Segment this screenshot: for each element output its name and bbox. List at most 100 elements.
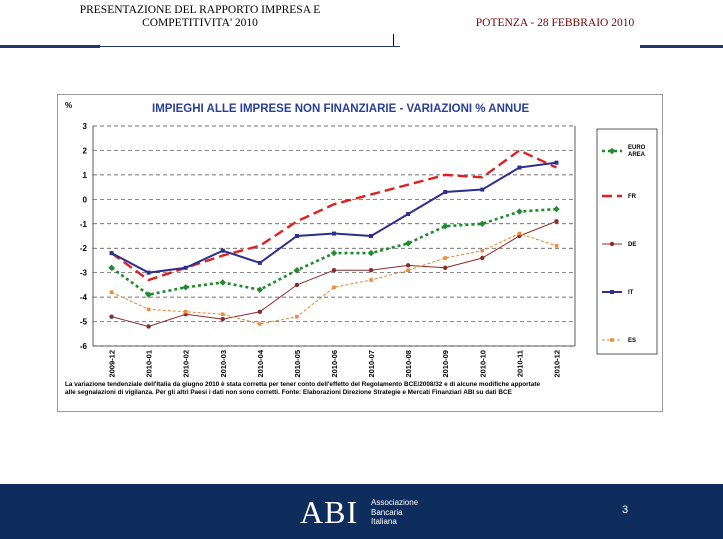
data-point: [553, 205, 560, 213]
x-tick-label: 2010-01: [145, 350, 154, 378]
data-point: [554, 219, 559, 224]
abi-org-line1: Associazione: [371, 498, 419, 507]
data-point: [220, 316, 225, 322]
y-tick-label: 3: [83, 122, 88, 131]
legend-label: EURO AREA: [628, 145, 646, 158]
legend-label: FR: [628, 194, 637, 200]
abi-logo: ABI: [300, 494, 359, 530]
data-point: [480, 255, 485, 261]
data-point: [220, 312, 225, 317]
y-tick-label: 2: [83, 146, 88, 155]
chart-frame: [57, 94, 663, 412]
y-axis-unit: %: [65, 101, 72, 110]
y-tick-label: -2: [80, 244, 88, 253]
legend-label: IT: [628, 290, 634, 296]
data-point: [516, 208, 523, 215]
page-number: 3: [622, 504, 629, 516]
legend-label: ES: [628, 338, 636, 344]
abi-org-name: Associazione Bancaria Italiana: [371, 498, 418, 527]
data-point: [145, 291, 152, 298]
presentation-title: PRESENTAZIONE DEL RAPPORTO IMPRESA E COM…: [40, 4, 360, 30]
data-point: [257, 309, 263, 314]
y-tick-label: -3: [80, 269, 88, 278]
data-point: [443, 190, 448, 194]
legend-box: [596, 128, 658, 355]
header-rule-left: [0, 45, 100, 48]
x-axis-ticks: 2009-12 2010-01 2010-02 2010-03 2010-04 2010-…: [108, 349, 562, 377]
chart-footnote: La variazione tendenziale dell'Italia da…: [65, 381, 540, 396]
abi-org-line2: Bancaria: [371, 507, 403, 517]
data-point: [443, 265, 448, 270]
data-point: [146, 270, 151, 275]
data-point: [332, 231, 336, 236]
data-point: [146, 307, 151, 312]
legend-marker: [609, 241, 615, 247]
data-point: [554, 160, 559, 165]
data-point: [406, 268, 410, 273]
x-tick-label: 2010-11: [515, 350, 524, 377]
y-tick-label: -6: [80, 342, 88, 351]
data-point: [367, 249, 375, 257]
data-point: [294, 234, 299, 238]
abi-org-line3: Italiana: [371, 517, 397, 526]
data-point: [294, 282, 300, 288]
data-point: [146, 324, 151, 329]
data-point: [404, 240, 412, 247]
data-point: [256, 286, 264, 293]
x-tick-label: 2010-06: [330, 350, 339, 378]
data-point: [405, 263, 411, 268]
data-point: [517, 165, 522, 170]
x-tick-label: 2010-07: [367, 350, 376, 378]
y-tick-label: -4: [80, 293, 88, 302]
gridlines: [92, 125, 576, 347]
series-group: [108, 149, 560, 329]
data-point: [406, 212, 411, 216]
x-tick-label: 2010-03: [219, 350, 228, 378]
x-tick-label: 2010-09: [441, 350, 450, 378]
legend-marker: [608, 147, 616, 155]
data-point: [368, 268, 374, 273]
data-point: [257, 260, 262, 265]
presentation-title-line1: PRESENTAZIONE DEL RAPPORTO IMPRESA E: [79, 4, 321, 16]
data-point: [109, 290, 114, 295]
data-point: [258, 322, 262, 326]
x-tick-label: 2010-05: [293, 350, 302, 378]
data-point: [183, 265, 188, 270]
data-point: [182, 284, 189, 291]
event-date: POTENZA - 28 FEBBRAIO 2010: [475, 17, 635, 29]
y-tick-label: 0: [83, 195, 88, 204]
data-point: [369, 234, 374, 238]
data-point: [220, 248, 225, 253]
data-point: [108, 264, 115, 271]
x-tick-label: 2010-12: [552, 350, 561, 378]
header-tick: [393, 34, 394, 46]
y-tick-label: -1: [80, 220, 88, 229]
data-point: [219, 279, 226, 286]
data-point: [369, 278, 373, 282]
x-tick-label: 2010-10: [478, 350, 487, 378]
data-point: [517, 231, 522, 236]
legend-marker: [610, 290, 614, 294]
y-tick-label: 1: [83, 171, 88, 180]
x-tick-label: 2010-02: [182, 350, 191, 378]
data-point: [554, 243, 559, 248]
y-axis-ticks: 3 2 1 0 -1 -2 -3 -4 -5 -6: [80, 122, 88, 351]
chart-container: % IMPIEGHI ALLE IMPRESE NON FINANZIARIE …: [57, 94, 663, 412]
data-point: [331, 268, 337, 273]
x-tick-label: 2010-08: [404, 350, 413, 378]
chart-title: IMPIEGHI ALLE IMPRESE NON FINANZIARIE - …: [152, 103, 529, 115]
legend-marker: [610, 338, 614, 342]
data-point: [479, 220, 486, 227]
data-point: [443, 256, 448, 260]
line-chart: % IMPIEGHI ALLE IMPRESE NON FINANZIARIE …: [57, 94, 663, 412]
data-point: [183, 309, 188, 314]
x-tick-label: 2010-04: [256, 349, 265, 377]
presentation-title-line2: COMPETITIVITA' 2010: [142, 17, 258, 29]
header-rule-thin: [100, 46, 400, 47]
legend-label: DE: [628, 242, 636, 248]
header-rule-right: [640, 45, 723, 48]
data-point: [295, 314, 299, 319]
data-point: [442, 223, 449, 230]
data-point: [480, 187, 485, 192]
data-point: [330, 249, 338, 257]
